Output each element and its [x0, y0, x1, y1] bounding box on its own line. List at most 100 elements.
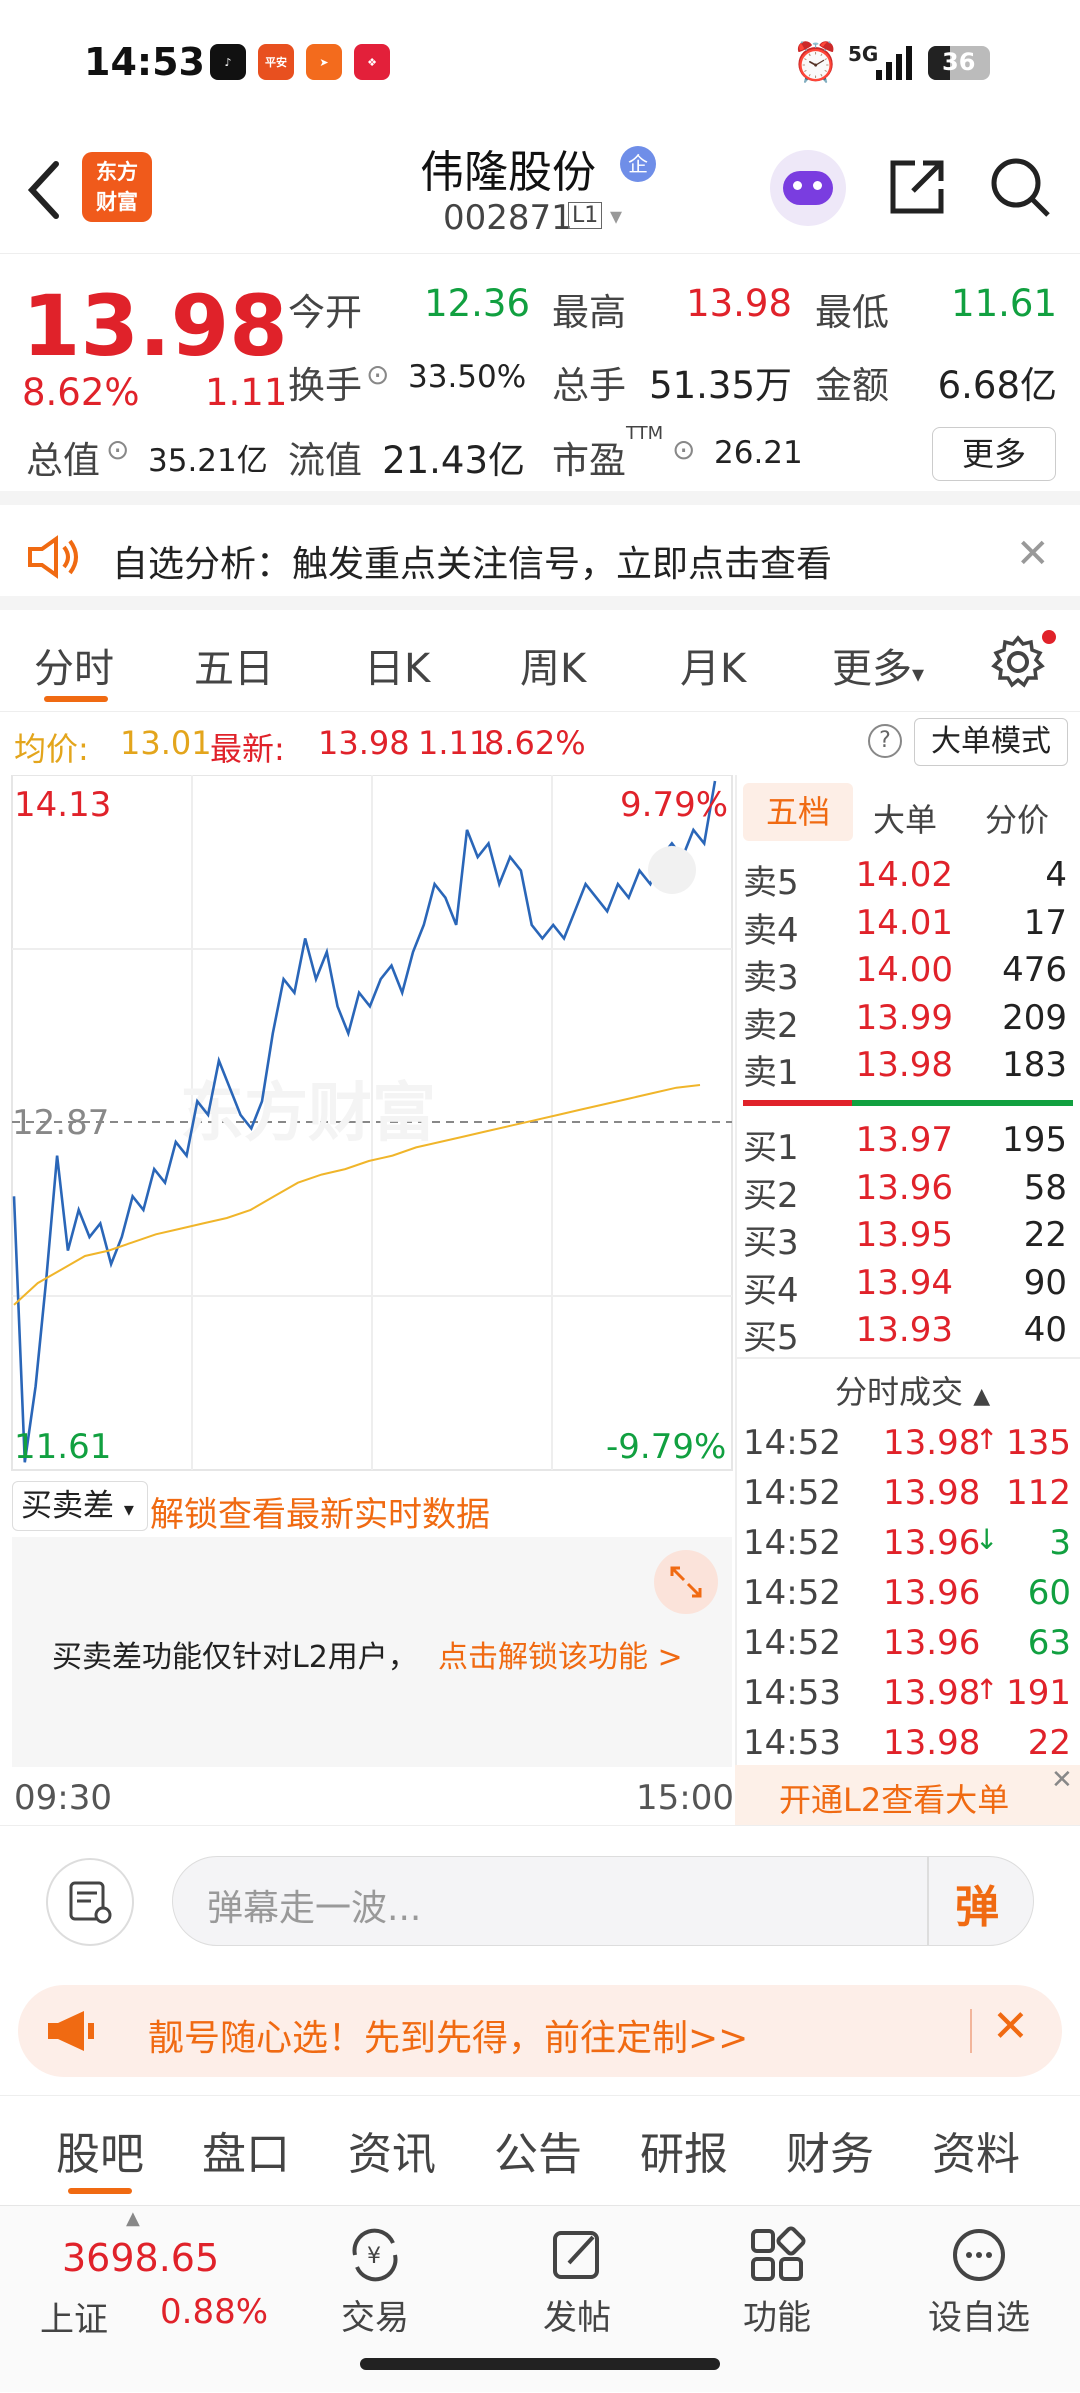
l2-info-text: 买卖差功能仅针对L2用户， [52, 1640, 418, 1675]
tab-daily-k[interactable]: 日K [364, 646, 431, 692]
douyin-icon: ♪ [210, 44, 246, 80]
tick-time: 14:52 [743, 1473, 841, 1513]
amount-value: 6.68亿 [937, 364, 1057, 407]
share-icon[interactable] [885, 155, 949, 219]
level-price: 13.99 [855, 997, 953, 1038]
tab-news[interactable]: 资讯 [348, 2129, 436, 2180]
tab-research[interactable]: 研报 [640, 2129, 728, 2180]
level-label: 卖1 [743, 1053, 799, 1093]
dropdown-icon: ▾ [912, 660, 925, 688]
close-icon[interactable]: ✕ [1016, 531, 1050, 577]
mktcap-label: 总值 [26, 439, 100, 482]
more-button[interactable]: 更多 [932, 427, 1056, 481]
level-volume: 17 [1023, 902, 1067, 943]
tab-finance[interactable]: 财务 [786, 2129, 874, 2180]
level-price: 14.01 [855, 902, 953, 943]
level-volume: 40 [1023, 1310, 1067, 1350]
bid-row[interactable]: 买4 13.94 90 [743, 1263, 1073, 1311]
tab-forum[interactable]: 股吧 [56, 2129, 144, 2180]
tick-time: 14:53 [743, 1673, 841, 1713]
tick-arrow: ↓ [975, 1523, 999, 1556]
ask-row[interactable]: 卖4 14.01 17 [743, 903, 1073, 951]
send-icon: ➤ [306, 44, 342, 80]
expand-icon[interactable] [654, 1550, 718, 1614]
l2-close-icon[interactable]: ✕ [1051, 1765, 1073, 1795]
tick-row: 14:52 13.98 112 [743, 1473, 1073, 1521]
level-badge: L1 [568, 202, 603, 229]
open-label: 今开 [288, 291, 362, 334]
level-price: 13.93 [855, 1310, 953, 1350]
tab-handicap[interactable]: 盘口 [202, 2129, 290, 2180]
danmu-bar: 弹幕走一波... 弹 [0, 1825, 1080, 1965]
caret-up-icon: ▲ [973, 1384, 991, 1409]
code-dropdown-icon[interactable]: ▾ [610, 202, 623, 230]
bid-row[interactable]: 买3 13.95 22 [743, 1215, 1073, 1263]
buy-sell-diff-panel: 买卖差 ▾ 解锁查看最新实时数据 买卖差功能仅针对L2用户， 点击解锁该功能 > [0, 1475, 735, 1770]
ticks-title-label: 分时成交 [835, 1373, 964, 1411]
ask-row[interactable]: 卖3 14.00 476 [743, 950, 1073, 998]
intraday-chart[interactable]: 东方财富 14.13 9.79% 12.87 11.61 -9.79% [0, 775, 735, 1475]
tick-row: 14:52 13.96 ↓ 3 [743, 1523, 1073, 1571]
tab-monthly-k[interactable]: 月K [680, 646, 747, 692]
tab-big-orders[interactable]: 大单 [873, 801, 938, 839]
tab-announcements[interactable]: 公告 [494, 2129, 582, 2180]
bid-row[interactable]: 买1 13.97 195 [743, 1120, 1073, 1168]
tab-five-levels[interactable]: 五档 [743, 783, 853, 841]
l2-unlock-link[interactable]: 点击解锁该功能 > [438, 1640, 683, 1675]
status-bar: 14:53 ♪ 平安 ➤ ❖ ⏰ 5G 36 [0, 0, 1080, 130]
nav-functions[interactable]: 功能 [712, 2220, 842, 2339]
help-icon[interactable]: ? [868, 724, 902, 758]
level-volume: 195 [1002, 1120, 1067, 1160]
y-top-label: 14.13 [14, 785, 112, 825]
battery-icon: 36 [928, 46, 990, 80]
back-icon[interactable] [24, 160, 64, 220]
unlock-link[interactable]: 解锁查看最新实时数据 [150, 1495, 490, 1535]
promo-banner[interactable]: 靓号随心选！先到先得，前往定制>> ✕ [18, 1985, 1062, 2077]
tab-profile[interactable]: 资料 [932, 2129, 1020, 2180]
y-mid-label: 12.87 [12, 1103, 110, 1143]
forum-tab-indicator [68, 2188, 132, 2194]
tab-intraday[interactable]: 分时 [34, 646, 114, 692]
nav-add-watchlist[interactable]: 设自选 [914, 2220, 1044, 2339]
latest-value: 13.98 [318, 724, 410, 762]
eastmoney-logo[interactable]: 东方 财富 [82, 152, 152, 222]
danmu-input[interactable]: 弹幕走一波... 弹 [172, 1856, 1034, 1946]
search-icon[interactable] [988, 155, 1052, 219]
l2-banner[interactable]: 开通L2查看大单 ✕ [735, 1765, 1080, 1825]
ask-row[interactable]: 卖1 13.98 183 [743, 1045, 1073, 1093]
tab-five-day[interactable]: 五日 [194, 646, 274, 692]
ask-row[interactable]: 卖5 14.02 4 [743, 855, 1073, 903]
tab-price-dist[interactable]: 分价 [985, 801, 1050, 839]
danmu-send-button[interactable]: 弹 [955, 1882, 999, 1933]
bid-row[interactable]: 买5 13.93 40 [743, 1310, 1073, 1358]
tab-weekly-k[interactable]: 周K [520, 646, 587, 692]
index-name: 上证 [40, 2300, 108, 2340]
tick-price: 13.96 [883, 1623, 981, 1663]
tick-volume: 63 [1027, 1623, 1071, 1663]
enterprise-badge: 企 [620, 146, 656, 182]
level-volume: 209 [1002, 997, 1067, 1038]
index-ticker[interactable]: ▲ 3698.65 上证 0.88% [0, 2206, 280, 2393]
ask-row[interactable]: 卖2 13.99 209 [743, 998, 1073, 1046]
time-axis: 09:30 15:00 [0, 1770, 735, 1825]
ticks-title[interactable]: 分时成交 ▲ [835, 1367, 990, 1413]
signal-icon [876, 46, 912, 80]
stock-name: 伟隆股份 [420, 147, 596, 198]
bid-row[interactable]: 买2 13.96 58 [743, 1168, 1073, 1216]
tick-row: 14:53 13.98 22 [743, 1723, 1073, 1771]
tab-more[interactable]: 更多▾ [832, 636, 924, 694]
notice-bar[interactable]: 自选分析：触发重点关注信号，立即点击查看 ✕ [0, 505, 1080, 610]
home-indicator [360, 2358, 720, 2370]
logo-text-top: 东方 [96, 160, 138, 184]
nav-trade[interactable]: ¥ 交易 [310, 2220, 440, 2339]
tick-arrow: ↑ [975, 1423, 999, 1456]
assistant-avatar[interactable] [770, 150, 846, 226]
nav-post[interactable]: 发帖 [512, 2220, 642, 2339]
level-price: 13.97 [855, 1120, 953, 1160]
big-order-mode-button[interactable]: 大单模式 [914, 718, 1068, 766]
danmu-settings-icon[interactable] [46, 1858, 134, 1946]
time-start: 09:30 [14, 1778, 112, 1818]
promo-close-icon[interactable]: ✕ [992, 2001, 1029, 2052]
diff-selector[interactable]: 买卖差 ▾ [12, 1481, 148, 1531]
settings-icon[interactable] [990, 634, 1046, 690]
